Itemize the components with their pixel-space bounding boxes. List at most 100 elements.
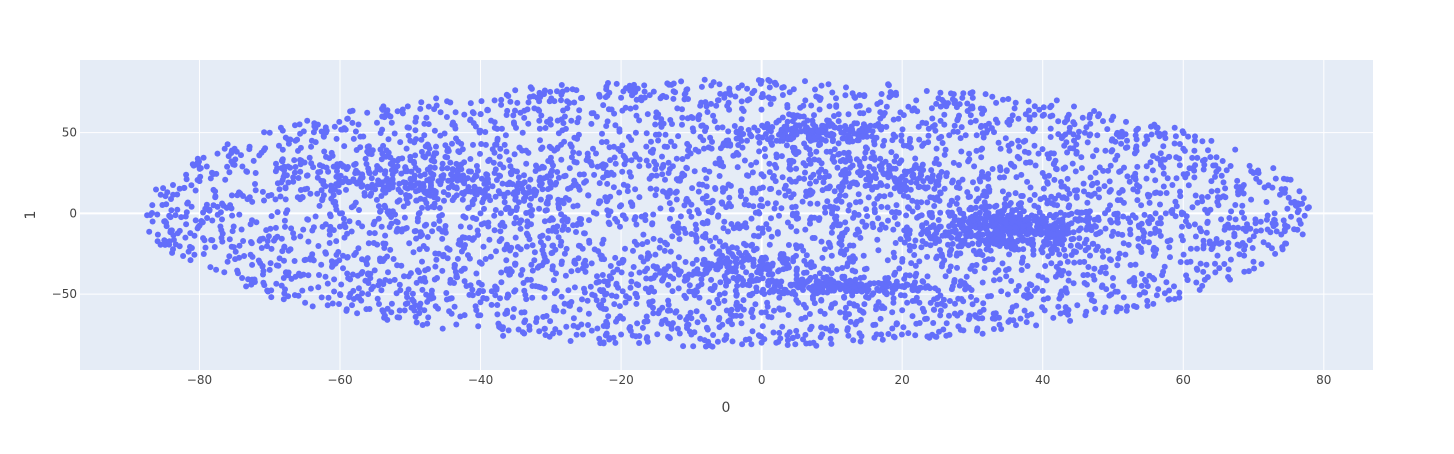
data-point — [653, 186, 659, 192]
data-point — [787, 177, 793, 183]
data-point — [395, 219, 401, 225]
data-point — [963, 132, 969, 138]
data-point — [883, 124, 889, 130]
data-point — [302, 300, 308, 306]
data-point — [493, 166, 499, 172]
data-point — [1073, 249, 1079, 255]
data-point — [208, 175, 214, 181]
data-point — [402, 307, 408, 313]
data-point — [702, 257, 708, 263]
data-point — [315, 243, 321, 249]
data-point — [327, 240, 333, 246]
data-point — [284, 207, 290, 213]
data-point — [928, 179, 934, 185]
data-point — [343, 308, 349, 314]
data-point — [847, 184, 853, 190]
data-point — [556, 234, 562, 240]
data-point — [1134, 148, 1140, 154]
data-point — [1221, 261, 1227, 267]
data-point — [586, 311, 592, 317]
data-point — [317, 169, 323, 175]
data-point — [599, 139, 605, 145]
data-point — [951, 91, 957, 97]
data-point — [230, 228, 236, 234]
data-point — [425, 314, 431, 320]
data-point — [703, 175, 709, 181]
data-point — [536, 118, 542, 124]
data-point — [478, 111, 484, 117]
data-point — [1298, 221, 1304, 227]
data-point — [759, 107, 765, 113]
data-point — [871, 201, 877, 207]
data-point — [298, 187, 304, 193]
data-point — [809, 118, 815, 124]
data-point — [1146, 194, 1152, 200]
data-point — [570, 203, 576, 209]
data-point — [645, 111, 651, 117]
data-point — [828, 341, 834, 347]
data-point — [659, 154, 665, 160]
data-point — [692, 168, 698, 174]
data-point — [239, 227, 245, 233]
data-point — [639, 241, 645, 247]
data-point — [566, 100, 572, 106]
data-point — [738, 189, 744, 195]
data-point — [329, 258, 335, 264]
data-point — [455, 139, 461, 145]
data-point — [892, 134, 898, 140]
data-point — [297, 169, 303, 175]
data-point — [1270, 220, 1276, 226]
data-point — [1156, 228, 1162, 234]
data-point — [563, 126, 569, 132]
data-point — [339, 210, 345, 216]
data-point — [957, 250, 963, 256]
data-point — [349, 204, 355, 210]
data-point — [385, 269, 391, 275]
data-point — [788, 282, 794, 288]
data-point — [784, 142, 790, 148]
data-point — [785, 342, 791, 348]
data-point — [317, 203, 323, 209]
data-point — [282, 224, 288, 230]
data-point — [389, 167, 395, 173]
data-point — [1247, 237, 1253, 243]
data-point — [1130, 212, 1136, 218]
data-point — [872, 123, 878, 129]
data-point — [566, 303, 572, 309]
data-point — [579, 296, 585, 302]
data-point — [832, 188, 838, 194]
data-point — [493, 248, 499, 254]
data-point — [702, 77, 708, 83]
data-point — [280, 147, 286, 153]
data-point — [193, 217, 199, 223]
data-point — [540, 233, 546, 239]
data-point — [994, 228, 1000, 234]
data-point — [417, 106, 423, 112]
data-point — [511, 306, 517, 312]
data-point — [958, 310, 964, 316]
data-point — [1027, 159, 1033, 165]
data-point — [1009, 207, 1015, 213]
data-point — [847, 255, 853, 261]
data-point — [1177, 141, 1183, 147]
data-point — [950, 96, 956, 102]
data-point — [397, 197, 403, 203]
data-point — [1073, 168, 1079, 174]
data-point — [606, 106, 612, 112]
data-point — [925, 273, 931, 279]
data-point — [259, 245, 265, 251]
data-point — [893, 153, 899, 159]
data-point — [1071, 104, 1077, 110]
data-point — [422, 267, 428, 273]
data-point — [947, 298, 953, 304]
data-point — [337, 292, 343, 298]
data-point — [406, 286, 412, 292]
data-point — [480, 295, 486, 301]
data-point — [253, 219, 259, 225]
data-point — [966, 220, 972, 226]
data-point — [806, 285, 812, 291]
data-point — [891, 334, 897, 340]
data-point — [946, 268, 952, 274]
data-point — [1114, 308, 1120, 314]
data-point — [1121, 240, 1127, 246]
